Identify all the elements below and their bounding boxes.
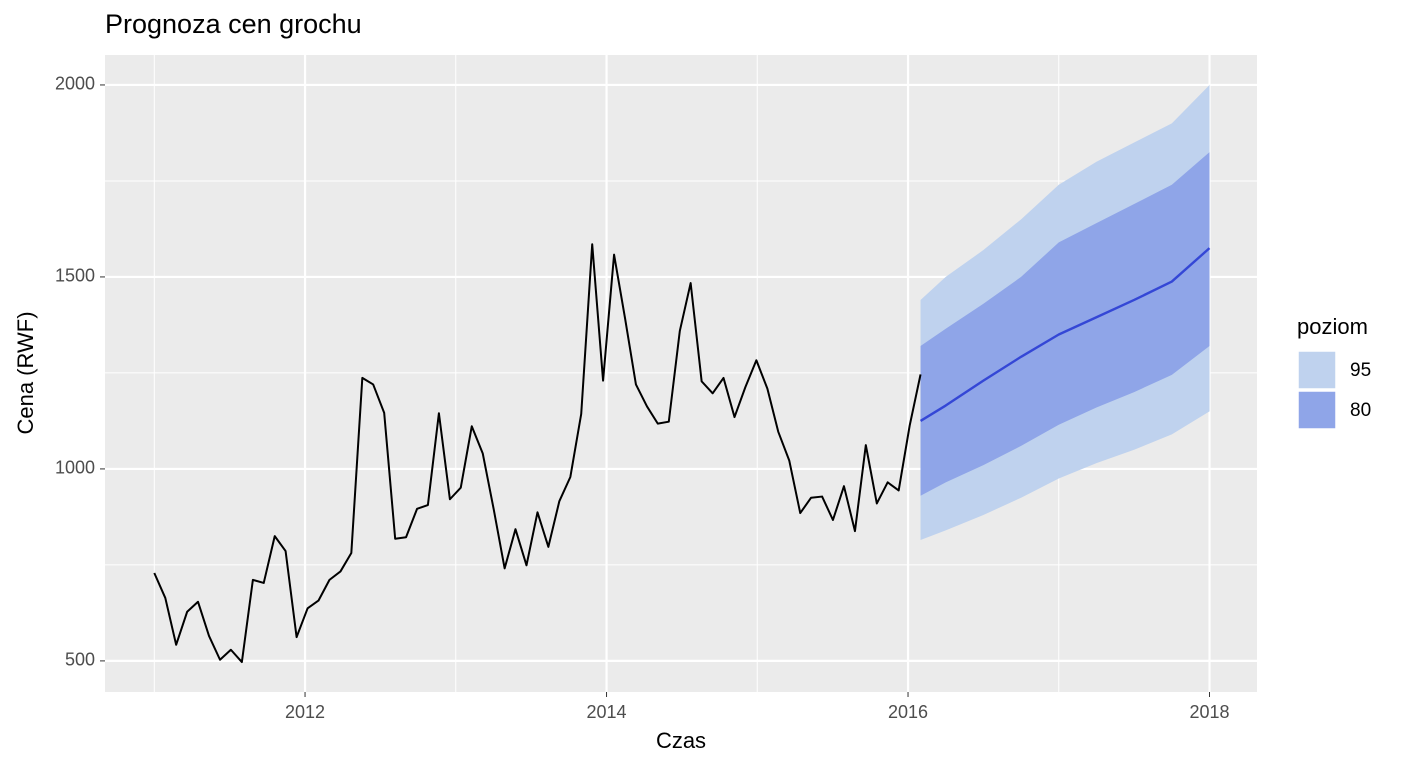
y-tick-label: 2000 [55,74,95,94]
forecast-band [920,152,1210,496]
forecast-line [919,247,1211,422]
legend-key [1297,350,1337,390]
legend-title: poziom [1297,314,1368,339]
legend-label: 80 [1350,400,1371,421]
price-line [153,243,922,664]
x-tick-label: 2014 [587,702,627,722]
legend-label: 95 [1350,360,1371,381]
y-tick-label: 1500 [55,266,95,286]
x-tick-label: 2016 [888,702,928,722]
x-tick-label: 2012 [285,702,325,722]
y-tick-label: 500 [65,650,95,670]
x-axis-title: Czas [656,728,706,753]
legend-key [1297,390,1337,430]
chart-title: Prognoza cen grochu [105,9,362,39]
x-tick-label: 2018 [1189,702,1229,722]
y-tick-label: 1000 [55,458,95,478]
y-axis-title: Cena (RWF) [13,311,38,434]
